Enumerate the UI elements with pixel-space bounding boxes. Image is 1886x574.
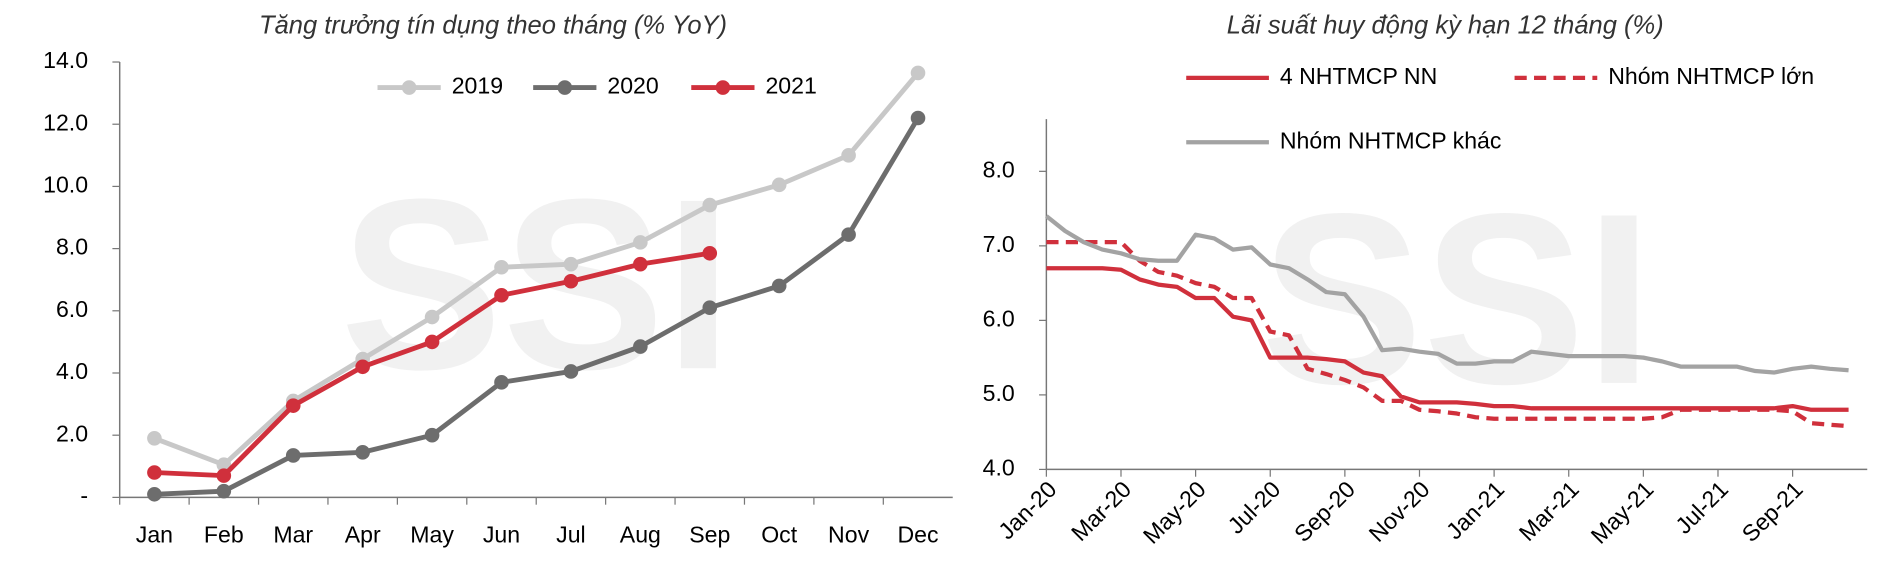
series-line	[1045, 214, 1849, 375]
x-tick-label: Mar-21	[1514, 476, 1584, 546]
point	[702, 197, 718, 213]
x-tick-label: May-20	[1138, 476, 1211, 549]
legend-marker	[715, 80, 731, 95]
point	[494, 287, 509, 303]
point	[771, 177, 787, 193]
y-tick-label: 8.0	[56, 234, 88, 260]
point	[355, 359, 370, 375]
x-tick-label: Feb	[204, 521, 244, 547]
legend-label: 2021	[765, 73, 816, 99]
point	[563, 273, 579, 289]
x-tick-label: Sep-21	[1737, 476, 1808, 547]
x-tick-label: Oct	[761, 521, 798, 547]
y-tick-label: -	[80, 482, 88, 508]
series-line	[154, 116, 921, 497]
x-tick-label: Jan	[136, 521, 173, 547]
point	[494, 259, 509, 275]
x-tick-label: Nov-20	[1364, 476, 1435, 547]
x-tick-label: Jan-20	[993, 476, 1061, 544]
series-line	[1046, 240, 1849, 429]
series-line	[153, 71, 920, 468]
x-tick-label: May-21	[1586, 476, 1659, 549]
x-tick-label: Nov	[828, 521, 870, 547]
point	[771, 278, 787, 294]
point	[285, 398, 301, 413]
legend-label: Nhóm NHTMCP khác	[1280, 127, 1502, 153]
x-tick-label: Dec	[897, 521, 938, 547]
legend-marker	[557, 80, 573, 95]
legend-label: 2019	[452, 73, 503, 99]
point	[424, 334, 440, 350]
point	[910, 110, 926, 126]
point	[424, 427, 440, 443]
y-tick-label: 8.0	[983, 156, 1015, 182]
y-tick-label: 10.0	[43, 172, 88, 198]
point	[841, 148, 856, 163]
x-tick-label: Aug	[620, 521, 661, 547]
series-line	[1046, 266, 1849, 412]
legend-marker	[401, 80, 417, 95]
y-tick-label: 5.0	[983, 380, 1015, 406]
chart-title: Tăng trưởng tín dụng theo tháng (% YoY)	[259, 12, 727, 40]
x-tick-label: Jul-21	[1670, 476, 1733, 539]
point	[147, 465, 162, 480]
y-tick-label: 6.0	[56, 296, 88, 322]
point	[147, 431, 162, 446]
x-tick-label: Sep-20	[1289, 476, 1360, 547]
point	[216, 468, 232, 483]
legend-label: Nhóm NHTMCP lớn	[1608, 63, 1814, 89]
point	[910, 65, 926, 81]
y-tick-label: 4.0	[56, 358, 88, 384]
y-tick-label: 2.0	[56, 420, 88, 446]
point	[355, 444, 370, 460]
point	[563, 364, 579, 379]
x-tick-label: Sep	[689, 521, 730, 547]
watermark: SSI	[340, 148, 732, 420]
point	[633, 235, 648, 250]
point	[563, 256, 579, 272]
point	[841, 227, 856, 242]
x-tick-label: Jun	[483, 521, 520, 547]
point	[424, 309, 440, 325]
legend-label: 2020	[607, 73, 658, 99]
x-tick-label: Jul	[556, 521, 586, 547]
x-tick-label: Jul-20	[1223, 476, 1286, 539]
point	[216, 483, 232, 499]
y-tick-label: 14.0	[43, 47, 88, 73]
x-tick-label: Apr	[345, 521, 381, 547]
y-tick-label: 12.0	[43, 109, 88, 135]
x-tick-label: Mar	[273, 521, 313, 547]
point	[702, 245, 718, 261]
point	[633, 339, 648, 354]
chart-title: Lãi suất huy động kỳ hạn 12 tháng (%)	[1227, 12, 1664, 40]
point	[147, 486, 162, 502]
watermark: SSI	[1261, 163, 1653, 435]
point	[216, 457, 232, 473]
x-tick-label: Jan-21	[1441, 476, 1509, 544]
legend-label: 4 NHTMCP NN	[1280, 63, 1437, 89]
point	[494, 375, 509, 390]
point	[702, 300, 718, 315]
x-tick-label: May	[410, 521, 454, 547]
point	[633, 256, 648, 272]
x-tick-label: Mar-20	[1066, 476, 1136, 546]
point	[285, 448, 301, 463]
y-tick-label: 4.0	[983, 455, 1015, 481]
y-tick-label: 7.0	[983, 231, 1015, 257]
y-tick-label: 6.0	[983, 305, 1015, 331]
